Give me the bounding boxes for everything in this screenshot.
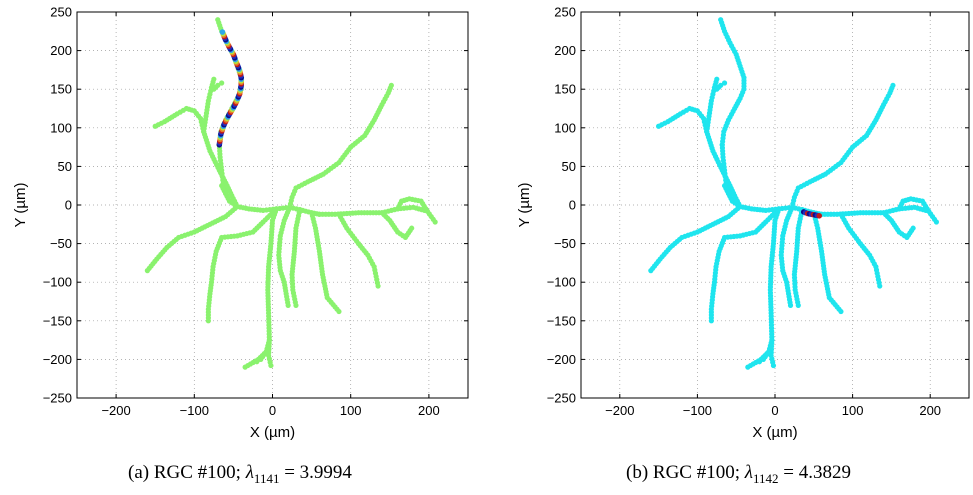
y-tick-label: 250 (554, 5, 576, 20)
y-tick-label: 0 (65, 198, 72, 213)
neuron-point (787, 302, 794, 308)
neuron-point (144, 268, 150, 274)
y-tick-label: −250 (43, 391, 72, 406)
neuron-point (242, 364, 248, 370)
caption-b-lambda: λ (744, 462, 753, 483)
y-tick-label: −150 (547, 313, 576, 328)
neuron-point (152, 123, 158, 129)
y-tick-label: 0 (569, 198, 576, 213)
x-tick-label: −100 (180, 403, 209, 418)
y-tick-label: −200 (547, 352, 576, 367)
highlight-point (816, 213, 823, 219)
x-axis-label: X (µm) (752, 424, 797, 441)
y-axis-label: Y (µm) (12, 182, 29, 227)
neuron-points (144, 17, 438, 370)
x-axis-label: X (µm) (250, 424, 295, 441)
y-tick-label: 100 (50, 120, 72, 135)
caption-b-prefix: (b) RGC #100; (626, 462, 745, 483)
neuron-point (714, 76, 720, 82)
caption-a-prefix: (a) RGC #100; (128, 462, 246, 483)
neuron-point (877, 283, 883, 289)
neuron-point (933, 219, 940, 225)
caption-a: (a) RGC #100; λ1141 = 3.9994 (128, 462, 352, 487)
neuron-point (890, 82, 896, 88)
x-tick-label: 100 (842, 403, 864, 418)
x-tick-label: −200 (101, 403, 130, 418)
chart-panel-a: −200 −100 0 100 200 −250 −200 −150 −100 −50 0 50 100… (12, 5, 469, 441)
y-tick-label: −50 (50, 236, 72, 251)
x-tick-label: 200 (919, 403, 941, 418)
x-tick-label: 100 (340, 403, 362, 418)
caption-b-value: = 4.3829 (778, 462, 851, 483)
x-tick-label: −100 (683, 403, 712, 418)
neuron-point (770, 362, 777, 369)
caption-b: (b) RGC #100; λ1142 = 4.3829 (626, 462, 851, 487)
caption-a-subscript: 1141 (253, 470, 280, 486)
neuron-point (424, 208, 430, 214)
neuron-point (721, 183, 728, 189)
neuron-point (285, 302, 291, 308)
caption-a-value: = 3.9994 (279, 462, 352, 483)
neuron-point (745, 364, 751, 370)
neuron-point (215, 17, 221, 23)
neuron-point (388, 82, 394, 88)
y-tick-label: 50 (58, 159, 72, 174)
y-tick-label: 150 (50, 82, 72, 97)
highlight-points (216, 29, 245, 148)
neuron-point (910, 225, 916, 231)
neuron-point (219, 80, 225, 86)
y-tick-label: −250 (547, 391, 576, 406)
neuron-point (718, 82, 724, 88)
x-tick-label: 200 (418, 403, 440, 418)
caption-b-subscript: 1142 (752, 470, 779, 486)
neuron-point (708, 318, 714, 324)
caption-a-lambda: λ (245, 462, 254, 483)
y-tick-label: −100 (547, 275, 576, 290)
x-tick-label: 0 (771, 403, 778, 418)
y-tick-label: 200 (50, 43, 72, 58)
x-tick-label: 0 (269, 403, 276, 418)
neuron-points (648, 17, 940, 370)
neuron-point (432, 219, 438, 225)
neuron-point (721, 80, 728, 86)
y-tick-label: 150 (554, 82, 576, 97)
highlight-points (800, 209, 823, 219)
neuron-point (215, 82, 221, 88)
neuron-point (293, 302, 299, 308)
neuron-point (205, 318, 211, 324)
y-tick-label: 250 (50, 5, 72, 20)
neuron-point (375, 283, 381, 289)
x-tick-label: −200 (605, 403, 634, 418)
neuron-point (795, 302, 801, 308)
neuron-point (211, 76, 217, 82)
y-tick-label: 200 (554, 43, 576, 58)
highlight-point (219, 29, 226, 35)
neuron-point (656, 123, 662, 129)
neuron-point (926, 208, 932, 214)
y-tick-label: 50 (562, 159, 576, 174)
y-tick-label: −50 (554, 236, 576, 251)
y-tick-label: −100 (43, 275, 72, 290)
y-axis-label: Y (µm) (516, 182, 533, 227)
y-tick-label: −150 (43, 313, 72, 328)
neuron-point (718, 17, 724, 23)
y-tick-label: −200 (43, 352, 72, 367)
neuron-point (838, 308, 844, 315)
neuron-point (409, 225, 415, 231)
neuron-point (268, 362, 274, 369)
chart-panel-b: −200 −100 0 100 200 −250 −200 −150 −100 −50 0 50 100… (516, 5, 970, 441)
neuron-point (648, 268, 654, 274)
neuron-point (219, 183, 225, 189)
y-tick-label: 100 (554, 120, 576, 135)
neuron-point (336, 308, 342, 315)
